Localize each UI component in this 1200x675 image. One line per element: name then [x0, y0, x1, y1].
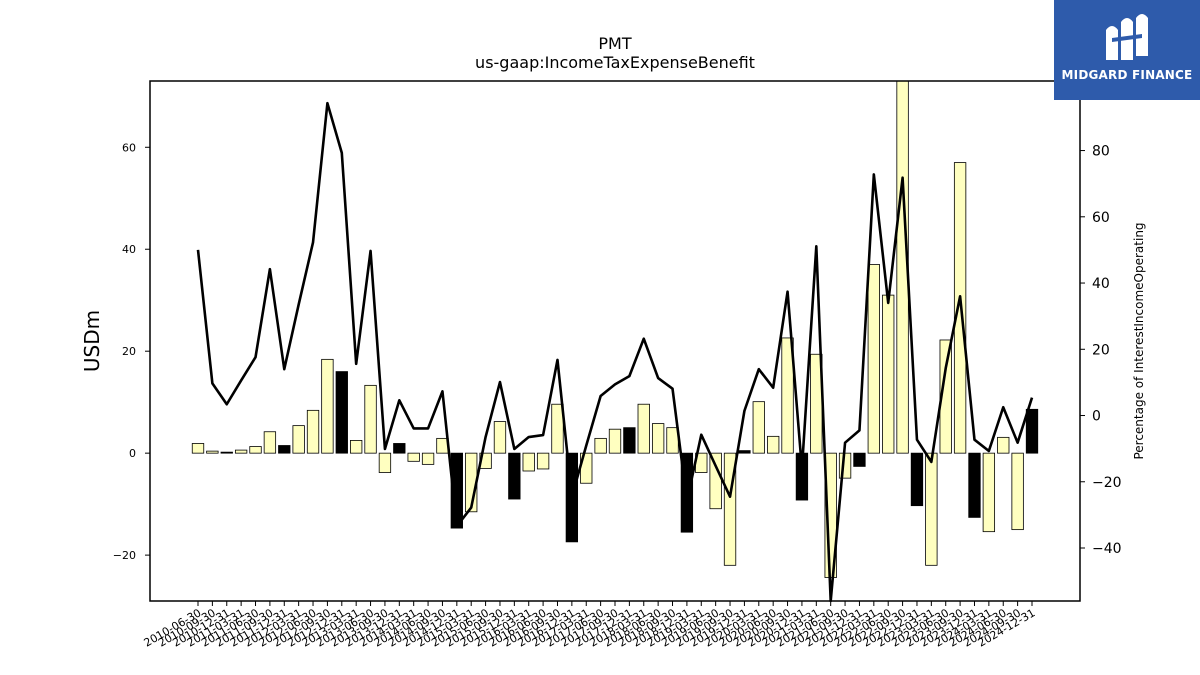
bar-2017-09-30: [608, 428, 622, 454]
bar-2013-06-30: [364, 384, 377, 454]
y2-tick-label: −40: [1092, 541, 1122, 557]
bar-2014-06-30: [421, 452, 435, 465]
bar-2020-03-31: [752, 401, 765, 454]
bar-2016-03-31: [522, 452, 535, 472]
y2-tick-label: 20: [1092, 342, 1110, 358]
bar-2013-12-31: [393, 443, 406, 454]
y2-tick-label: 60: [1092, 210, 1110, 226]
y-tick-label: 0: [129, 447, 136, 460]
bar-2018-03-31: [637, 403, 650, 454]
bar-2018-09-30: [666, 427, 679, 454]
bar-2024-06-30: [997, 436, 1010, 454]
bars-layer: [191, 80, 1039, 578]
bar-2023-06-30: [939, 339, 952, 454]
bar-2015-12-31: [508, 452, 521, 500]
bar-2019-09-30: [723, 452, 737, 566]
bar-2016-09-30: [551, 403, 564, 454]
bar-2019-06-30: [709, 452, 722, 510]
midgard-logo-icon: [1106, 14, 1148, 60]
y2-tick-label: 0: [1092, 409, 1101, 425]
bar-2017-12-31: [623, 427, 636, 454]
bar-2024-12-31: [1025, 408, 1039, 454]
bar-2010-09-30: [206, 450, 219, 454]
bar-2021-12-31: [853, 452, 866, 467]
bar-2010-06-30: [191, 443, 205, 454]
y2-tick-label: 40: [1092, 276, 1110, 292]
line-layer: [196, 101, 1034, 603]
bar-2017-06-30: [594, 437, 607, 454]
chart-title: PMT: [598, 34, 631, 53]
axes-layer: −200204060−40−200204060802010-06-302010-…: [113, 80, 1122, 650]
y-tick-label: 20: [122, 345, 136, 358]
bar-2022-03-31: [867, 264, 880, 454]
y2-tick-label: −20: [1092, 475, 1122, 491]
bar-2023-03-31: [925, 452, 938, 566]
bar-2024-03-31: [982, 452, 996, 533]
chart-subtitle: us-gaap:IncomeTaxExpenseBenefit: [475, 53, 755, 72]
bar-2023-12-31: [968, 452, 981, 518]
y-tick-label: 60: [122, 141, 136, 154]
bar-2012-12-31: [335, 371, 348, 454]
bar-2013-03-31: [350, 440, 363, 454]
bar-2011-12-31: [278, 445, 291, 454]
bar-2011-06-30: [249, 446, 262, 454]
bar-2013-09-30: [378, 452, 392, 473]
bar-2012-03-31: [292, 425, 305, 454]
bar-2012-06-30: [306, 409, 320, 454]
bar-2019-12-31: [738, 450, 751, 454]
bar-2015-09-30: [493, 421, 507, 454]
bar-2020-06-30: [767, 435, 780, 454]
bar-2014-03-31: [407, 452, 420, 462]
bar-2020-09-30: [781, 337, 794, 454]
bar-2011-03-31: [234, 449, 248, 454]
bar-2022-06-30: [882, 294, 895, 454]
bar-2014-12-31: [450, 452, 463, 529]
percentage-line: [196, 101, 1034, 603]
brand-logo: MIDGARD FINANCE: [1054, 0, 1200, 100]
y-tick-label: 40: [122, 243, 136, 256]
bar-2022-12-31: [910, 452, 924, 507]
y2-tick-label: 80: [1092, 144, 1110, 160]
bar-2011-09-30: [263, 431, 277, 454]
bar-2010-12-31: [220, 451, 233, 454]
y-tick-label: −20: [113, 549, 136, 562]
brand-name: MIDGARD FINANCE: [1061, 68, 1193, 82]
bar-2024-09-30: [1011, 452, 1024, 531]
bar-2016-06-30: [536, 452, 550, 470]
y2-axis-label: Percentage of InterestIncomeOperating: [1132, 222, 1146, 459]
bar-2018-06-30: [651, 423, 665, 454]
bar-2012-09-30: [321, 358, 334, 454]
y-axis-label: USDm: [80, 310, 104, 372]
